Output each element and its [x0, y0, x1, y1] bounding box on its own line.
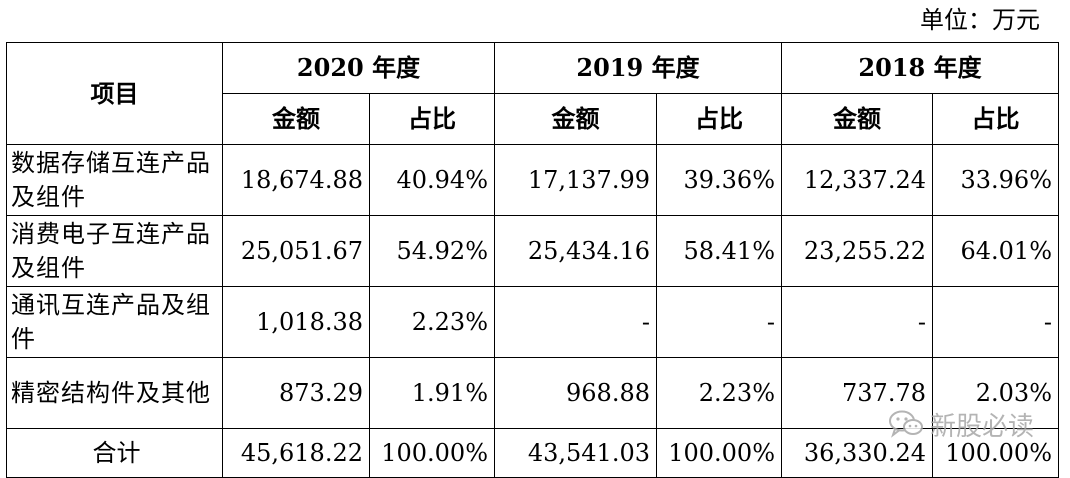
- amount-cell: 25,051.67: [222, 215, 370, 287]
- amount-cell: -: [781, 286, 933, 358]
- ratio-cell: 39.36%: [656, 144, 782, 216]
- ratio-header-2018: 占比: [932, 93, 1059, 145]
- total-label: 合计: [6, 428, 223, 478]
- ratio-header-2020: 占比: [369, 93, 495, 145]
- ratio-cell: 100.00%: [369, 428, 495, 478]
- amount-cell: 23,255.22: [781, 215, 933, 287]
- ratio-cell: 2.03%: [932, 357, 1059, 429]
- amount-header-2019: 金额: [494, 93, 657, 145]
- row-item-label: 消费电子互连产品及组件: [6, 215, 223, 287]
- year-header-row: 项目 2020 年度 2019 年度 2018 年度: [6, 42, 1059, 145]
- amount-cell: 873.29: [222, 357, 370, 429]
- ratio-header-2019: 占比: [656, 93, 782, 145]
- amount-cell: 1,018.38: [222, 286, 370, 358]
- ratio-cell: -: [932, 286, 1059, 358]
- amount-cell: 737.78: [781, 357, 933, 429]
- ratio-cell: 100.00%: [932, 428, 1059, 478]
- amount-cell: 18,674.88: [222, 144, 370, 216]
- revenue-table: 项目 2020 年度 2019 年度 2018 年度 金额 占比 金额 占比 金…: [6, 42, 1059, 478]
- amount-header-2018: 金额: [781, 93, 933, 145]
- table-row: 数据存储互连产品及组件 18,674.88 40.94% 17,137.99 3…: [6, 144, 1059, 216]
- amount-cell: 43,541.03: [494, 428, 657, 478]
- year-header-2020: 2020 年度: [222, 42, 495, 94]
- table-row: 通讯互连产品及组件 1,018.38 2.23% - - - -: [6, 286, 1059, 358]
- year-header-2018: 2018 年度: [781, 42, 1059, 94]
- ratio-cell: 58.41%: [656, 215, 782, 287]
- ratio-cell: 100.00%: [656, 428, 782, 478]
- item-header: 项目: [6, 42, 223, 145]
- row-item-label: 精密结构件及其他: [6, 357, 223, 429]
- amount-cell: 17,137.99: [494, 144, 657, 216]
- amount-header-2020: 金额: [222, 93, 370, 145]
- amount-cell: 968.88: [494, 357, 657, 429]
- amount-cell: 12,337.24: [781, 144, 933, 216]
- amount-cell: 45,618.22: [222, 428, 370, 478]
- amount-cell: 36,330.24: [781, 428, 933, 478]
- table-row: 消费电子互连产品及组件 25,051.67 54.92% 25,434.16 5…: [6, 215, 1059, 287]
- ratio-cell: 54.92%: [369, 215, 495, 287]
- ratio-cell: 33.96%: [932, 144, 1059, 216]
- ratio-cell: -: [656, 286, 782, 358]
- ratio-cell: 1.91%: [369, 357, 495, 429]
- table-row: 精密结构件及其他 873.29 1.91% 968.88 2.23% 737.7…: [6, 357, 1059, 429]
- ratio-cell: 2.23%: [656, 357, 782, 429]
- ratio-cell: 40.94%: [369, 144, 495, 216]
- year-header-2019: 2019 年度: [494, 42, 782, 94]
- ratio-cell: 64.01%: [932, 215, 1059, 287]
- ratio-cell: 2.23%: [369, 286, 495, 358]
- amount-cell: 25,434.16: [494, 215, 657, 287]
- row-item-label: 通讯互连产品及组件: [6, 286, 223, 358]
- total-row: 合计 45,618.22 100.00% 43,541.03 100.00% 3…: [6, 428, 1059, 478]
- amount-cell: -: [494, 286, 657, 358]
- unit-label: 单位：万元: [920, 6, 1040, 34]
- row-item-label: 数据存储互连产品及组件: [6, 144, 223, 216]
